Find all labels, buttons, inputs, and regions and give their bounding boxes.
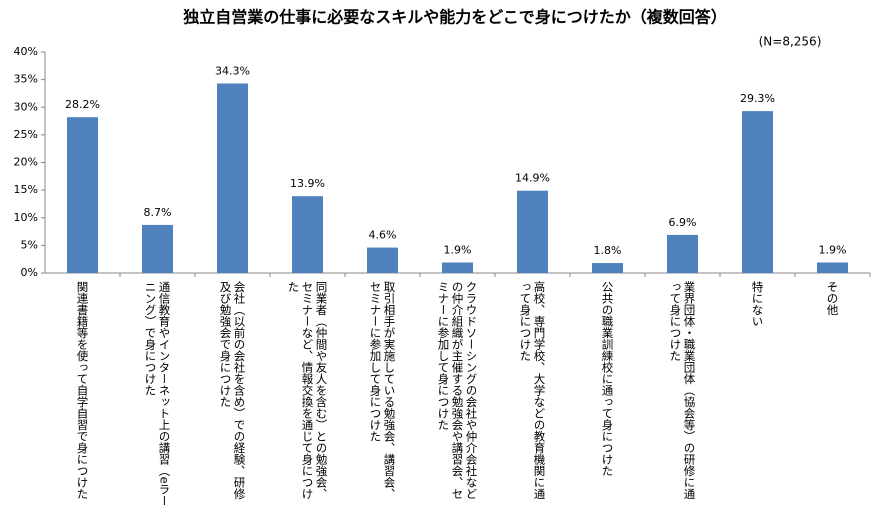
bar — [217, 83, 248, 274]
x-tick-label: 関連書籍等を使って自学自習で身につけた — [75, 281, 90, 500]
bar — [142, 224, 173, 273]
value-label: 6.9% — [669, 216, 697, 229]
bar — [742, 111, 773, 274]
x-tick-label: 同業者（仲間や友人を含む）との勉強会、セミナーなど、情報交換を通じて身につけた — [286, 281, 329, 500]
value-label: 4.6% — [369, 229, 397, 242]
x-tick-label: 公共の職業訓練校に通って身につけた — [600, 281, 615, 477]
y-tick-label: 10% — [14, 211, 38, 224]
chart-subtitle: (N=8,256) — [759, 35, 822, 49]
y-tick-label: 40% — [14, 45, 38, 58]
x-tick-label: 会社（以前の会社を含め）での経験、研修及び勉強会で身につけた — [218, 281, 247, 500]
value-label: 34.3% — [215, 64, 250, 77]
value-label: 14.9% — [515, 172, 550, 185]
x-tick-label: 高校、専門学校、大学などの教育機関に通って身につけた — [518, 281, 547, 500]
x-tick-label: その他 — [825, 281, 840, 316]
bar — [817, 262, 848, 273]
value-label: 1.8% — [594, 244, 622, 257]
y-tick-label: 15% — [14, 183, 38, 196]
y-tick-label: 35% — [14, 73, 38, 86]
x-tick-label: 特にない — [750, 281, 765, 327]
chart-title: 独立自営業の仕事に必要なスキルや能力をどこで身につけたか（複数回答） — [183, 8, 727, 27]
bar — [592, 263, 623, 273]
y-tick-label: 20% — [14, 156, 38, 169]
value-label: 1.9% — [444, 244, 472, 257]
bar — [517, 190, 548, 273]
bar — [442, 262, 473, 273]
value-label: 29.3% — [740, 92, 775, 105]
x-tick-label: 通信教育やインターネット上の講習（eラーニング）で身につけた — [143, 281, 172, 507]
value-label: 28.2% — [65, 98, 100, 111]
y-tick-label: 0% — [21, 266, 38, 279]
y-tick-label: 30% — [14, 100, 38, 113]
x-tick-label: クラウドソーシングの会社や仲介会社などの仲介組織が主催する勉強会や講習会、セミナ… — [436, 281, 479, 500]
bar — [67, 117, 98, 273]
bar — [667, 234, 698, 273]
x-tick-label: 業界団体・職業団体（協会等）の研修に通って身につけた — [668, 281, 697, 500]
y-tick-label: 5% — [21, 238, 38, 251]
value-label: 13.9% — [290, 177, 325, 190]
bar — [367, 247, 398, 273]
y-tick-label: 25% — [14, 128, 38, 141]
value-label: 8.7% — [144, 206, 172, 219]
x-tick-label: 取引相手が実施している勉強会、講習会、セミナーに参加して身につけた — [368, 281, 397, 500]
value-label: 1.9% — [819, 244, 847, 257]
bar — [292, 196, 323, 273]
